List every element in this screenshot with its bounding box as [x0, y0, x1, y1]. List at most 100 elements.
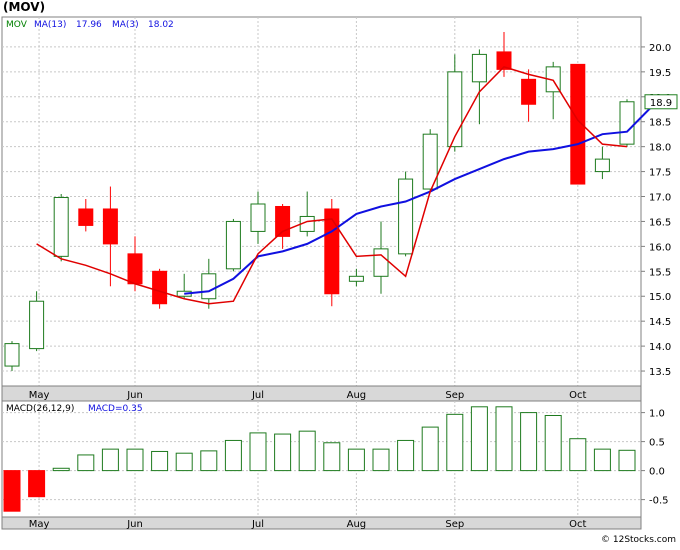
macd-bar-negative	[28, 470, 46, 498]
price-x-axis: May Jun Jul Aug Sep Oct	[29, 390, 587, 401]
macd-x-tick-label: May	[29, 519, 50, 530]
macd-bar-positive	[151, 450, 169, 472]
candle-down	[152, 270, 168, 305]
candle-up	[422, 133, 438, 190]
candle-down	[102, 208, 118, 245]
candle-up	[398, 178, 414, 255]
ma13-legend-label: MA(13)	[34, 20, 66, 30]
price-tick-label: 14.5	[649, 317, 671, 328]
macd-bar-positive	[470, 406, 488, 472]
candle-down	[127, 253, 143, 285]
macd-bar-positive	[347, 448, 365, 472]
macd-bar-positive	[298, 430, 316, 472]
macd-tick-label: 0.0	[649, 467, 665, 478]
candle-down	[521, 78, 537, 105]
candle-up	[447, 71, 463, 148]
candle-up	[348, 275, 364, 282]
candle-down	[496, 51, 512, 70]
macd-bar-positive	[224, 439, 242, 472]
candle-up	[471, 53, 487, 83]
candle-up	[373, 248, 389, 277]
price-grid	[2, 17, 641, 386]
macd-bar-positive	[249, 432, 267, 472]
candle-up	[53, 197, 69, 257]
last-price-label: 18.9	[650, 98, 672, 109]
macd-bar-positive	[421, 426, 439, 472]
macd-x-tick-label: Jun	[126, 519, 143, 530]
price-tick-label: 15.5	[649, 267, 671, 278]
macd-bars	[3, 406, 636, 512]
macd-x-tick-label: Aug	[347, 519, 367, 530]
ma13-legend-value: 17.96	[76, 20, 102, 30]
price-x-tick-label: Aug	[347, 390, 367, 401]
macd-bar-positive	[593, 448, 611, 472]
macd-legend-value: MACD=0.35	[88, 404, 143, 414]
watermark: © 12Stocks.com	[601, 535, 676, 545]
macd-bar-positive	[126, 448, 144, 472]
ma3-legend-label: MA(3)	[112, 20, 139, 30]
price-x-tick-label: Sep	[445, 390, 464, 401]
ma13-line	[184, 106, 653, 295]
macd-tick-label: 0.5	[649, 438, 665, 449]
price-tick-label: 17.5	[649, 168, 671, 179]
price-x-tick-label: Jul	[251, 390, 264, 401]
candle-up	[201, 273, 217, 300]
price-tick-label: 13.5	[649, 367, 671, 378]
macd-bar-positive	[274, 433, 292, 472]
macd-legend-label: MACD(26,12,9)	[6, 404, 74, 414]
macd-x-axis-band	[1, 516, 642, 530]
ma3-line	[36, 66, 628, 305]
price-x-tick-label: Jun	[126, 390, 143, 401]
candle-up	[250, 203, 266, 232]
macd-bar-positive	[495, 406, 513, 472]
price-x-axis-band	[1, 385, 642, 402]
macd-bar-positive	[372, 448, 390, 472]
price-tick-label: 15.0	[649, 292, 671, 303]
price-tick-label: 17.0	[649, 193, 671, 204]
macd-bar-positive	[52, 467, 70, 472]
price-x-tick-label: Oct	[569, 390, 586, 401]
macd-x-tick-label: Oct	[569, 519, 586, 530]
macd-bar-positive	[101, 448, 119, 472]
chart-title: (MOV)	[3, 0, 45, 14]
ma3-legend-value: 18.02	[148, 20, 174, 30]
price-tick-label: 18.0	[649, 143, 671, 154]
macd-bar-positive	[618, 449, 636, 472]
macd-bar-positive	[569, 438, 587, 472]
ticker-legend: MOV	[6, 20, 28, 30]
price-tick-label: 18.5	[649, 118, 671, 129]
price-axis: 13.5 14.0 14.5 15.0 15.5 16.0 16.5 17.0 17.5 18.0…	[641, 43, 671, 378]
macd-bar-positive	[77, 454, 95, 472]
macd-bar-negative	[3, 470, 21, 512]
price-x-tick-label: May	[29, 390, 50, 401]
price-tick-label: 16.0	[649, 242, 671, 253]
macd-x-axis: May Jun Jul Aug Sep Oct	[29, 519, 587, 530]
price-tick-label: 19.5	[649, 68, 671, 79]
macd-bar-positive	[446, 413, 464, 472]
candle-down	[324, 208, 340, 295]
candle-up	[619, 101, 635, 145]
macd-x-tick-label: Sep	[445, 519, 464, 530]
candle-up	[4, 343, 20, 367]
macd-bar-positive	[544, 415, 562, 472]
candle-down	[275, 205, 291, 237]
candle-up	[594, 158, 610, 173]
candle-down	[78, 208, 94, 226]
macd-axis: -0.5 0.0 0.5 1.0	[641, 409, 669, 507]
candle-up	[29, 300, 45, 350]
macd-bar-positive	[175, 452, 193, 472]
candle-up	[225, 220, 241, 270]
macd-bar-positive	[323, 442, 341, 472]
candle-down	[570, 63, 586, 185]
price-tick-label: 16.5	[649, 217, 671, 228]
price-tick-label: 20.0	[649, 43, 671, 54]
macd-bar-positive	[200, 450, 218, 472]
macd-bar-positive	[397, 439, 415, 472]
macd-x-tick-label: Jul	[251, 519, 264, 530]
price-panel	[1, 16, 642, 387]
macd-tick-label: 1.0	[649, 409, 665, 420]
moving-average-lines	[36, 66, 653, 305]
macd-tick-label: -0.5	[649, 496, 669, 507]
